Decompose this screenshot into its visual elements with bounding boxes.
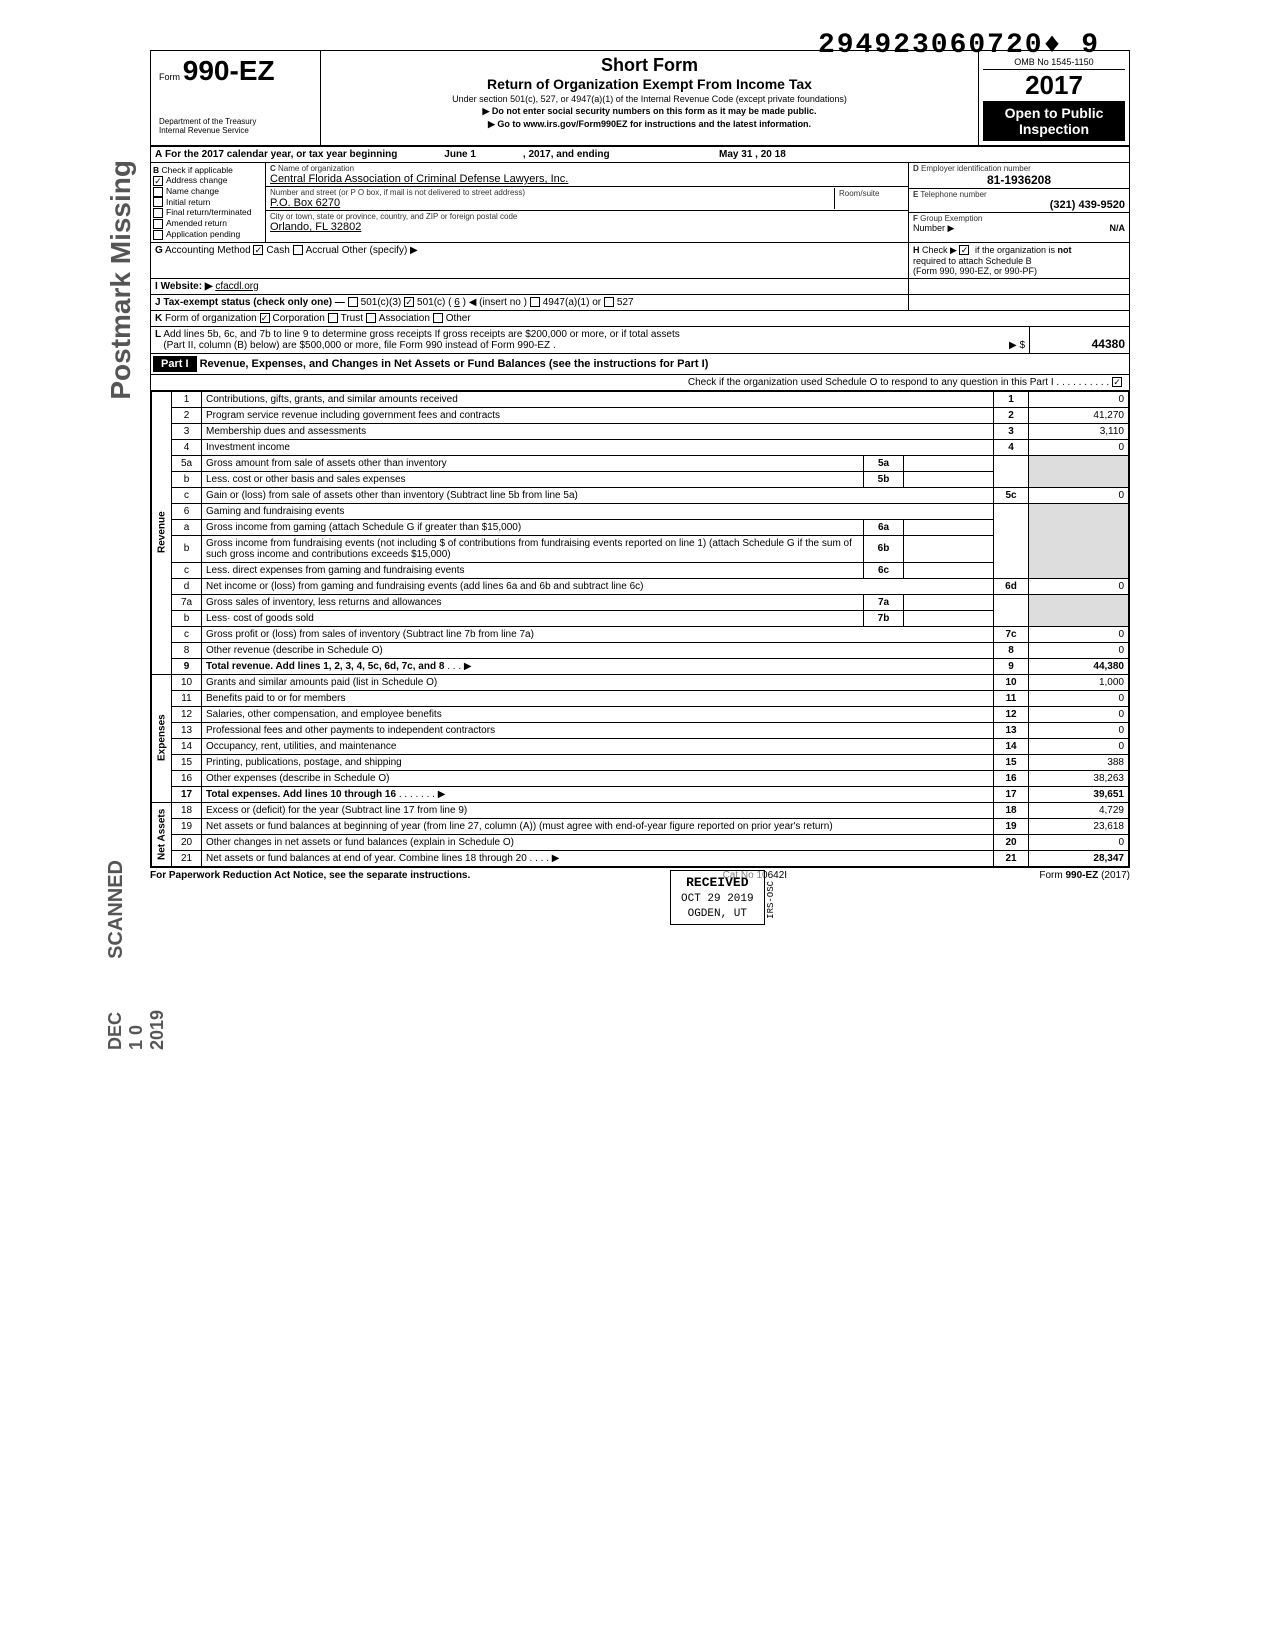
line14-val: 0 [1029,738,1129,754]
line21-val: 28,347 [1029,850,1129,866]
chk-527[interactable] [604,297,614,307]
chk-accrual[interactable] [293,245,303,255]
group-exemption: N/A [1110,223,1126,233]
line15-val: 388 [1029,754,1129,770]
line11-val: 0 [1029,690,1129,706]
scanned-stamp: SCANNED [105,860,128,959]
org-name: Central Florida Association of Criminal … [270,173,904,185]
telephone: (321) 439-9520 [913,199,1125,211]
ein: 81-1936208 [913,173,1125,187]
note-ssn: ▶ Do not enter social security numbers o… [325,106,974,117]
chk-4947[interactable] [530,297,540,307]
chk-name-change[interactable] [153,187,163,197]
line13-val: 0 [1029,722,1129,738]
chk-final[interactable] [153,208,163,218]
footer-right: Form 990-EZ (2017) [1039,870,1130,881]
line4-val: 0 [1029,439,1129,455]
form-number: 990-EZ [183,55,275,86]
chk-501c[interactable] [404,297,414,307]
chk-addr-change[interactable] [153,176,163,186]
line3-val: 3,110 [1029,423,1129,439]
chk-corp[interactable] [260,313,270,323]
line17-val: 39,651 [1029,786,1129,802]
line10-val: 1,000 [1029,674,1129,690]
chk-501c3[interactable] [348,297,358,307]
chk-pending[interactable] [153,230,163,240]
tracking-number: 294923060720♦ 9 [818,30,1100,61]
org-address: P.O. Box 6270 [270,197,834,209]
postmark-missing: Postmark Missing [105,160,137,400]
line1-val: 0 [1029,391,1129,407]
line20-val: 0 [1029,834,1129,850]
inspection: Inspection [987,121,1121,137]
section-revenue: Revenue [152,391,172,674]
note-web: ▶ Go to www.irs.gov/Form990EZ for instru… [325,119,974,130]
line6d-val: 0 [1029,578,1129,594]
received-stamp: RECEIVED OCT 29 2019 OGDEN, UT IRS-OSC [670,870,765,925]
footer-left: For Paperwork Reduction Act Notice, see … [150,870,470,881]
tax-year: 2017 [983,70,1125,101]
title-main: Return of Organization Exempt From Incom… [325,76,974,92]
part1-title: Revenue, Expenses, and Changes in Net As… [200,358,709,370]
line2-val: 41,270 [1029,407,1129,423]
line8-val: 0 [1029,642,1129,658]
line18-val: 4,729 [1029,802,1129,818]
title-section: Under section 501(c), 527, or 4947(a)(1)… [325,94,974,104]
chk-cash[interactable] [253,245,263,255]
line7c-val: 0 [1029,626,1129,642]
open-public: Open to Public [987,105,1121,121]
form-prefix: Form [159,72,180,82]
gross-receipts: 44380 [1029,327,1129,353]
form-990ez: Form 990-EZ Department of the Treasury I… [150,50,1130,868]
line16-val: 38,263 [1029,770,1129,786]
line5c-val: 0 [1029,487,1129,503]
part1-label: Part I [153,356,197,372]
section-expenses: Expenses [152,674,172,802]
org-city: Orlando, FL 32802 [270,221,904,233]
section-net-assets: Net Assets [152,802,172,866]
chk-sched-b[interactable] [959,245,969,255]
chk-amended[interactable] [153,219,163,229]
scan-date: DEC 1 0 2019 [105,1010,168,1050]
line12-val: 0 [1029,706,1129,722]
line19-val: 23,618 [1029,818,1129,834]
chk-sched-o[interactable] [1112,377,1122,387]
part1-table: Revenue 1Contributions, gifts, grants, a… [151,391,1129,867]
dept-treasury: Department of the Treasury [159,117,312,126]
col-b: B Check if applicable Address change Nam… [151,163,266,242]
line9-val: 44,380 [1029,658,1129,674]
irs: Internal Revenue Service [159,126,312,135]
chk-initial[interactable] [153,197,163,207]
chk-other[interactable] [433,313,443,323]
website: cfacdl.org [215,281,258,292]
row-a: A For the 2017 calendar year, or tax yea… [151,147,1129,163]
chk-assoc[interactable] [366,313,376,323]
chk-trust[interactable] [328,313,338,323]
